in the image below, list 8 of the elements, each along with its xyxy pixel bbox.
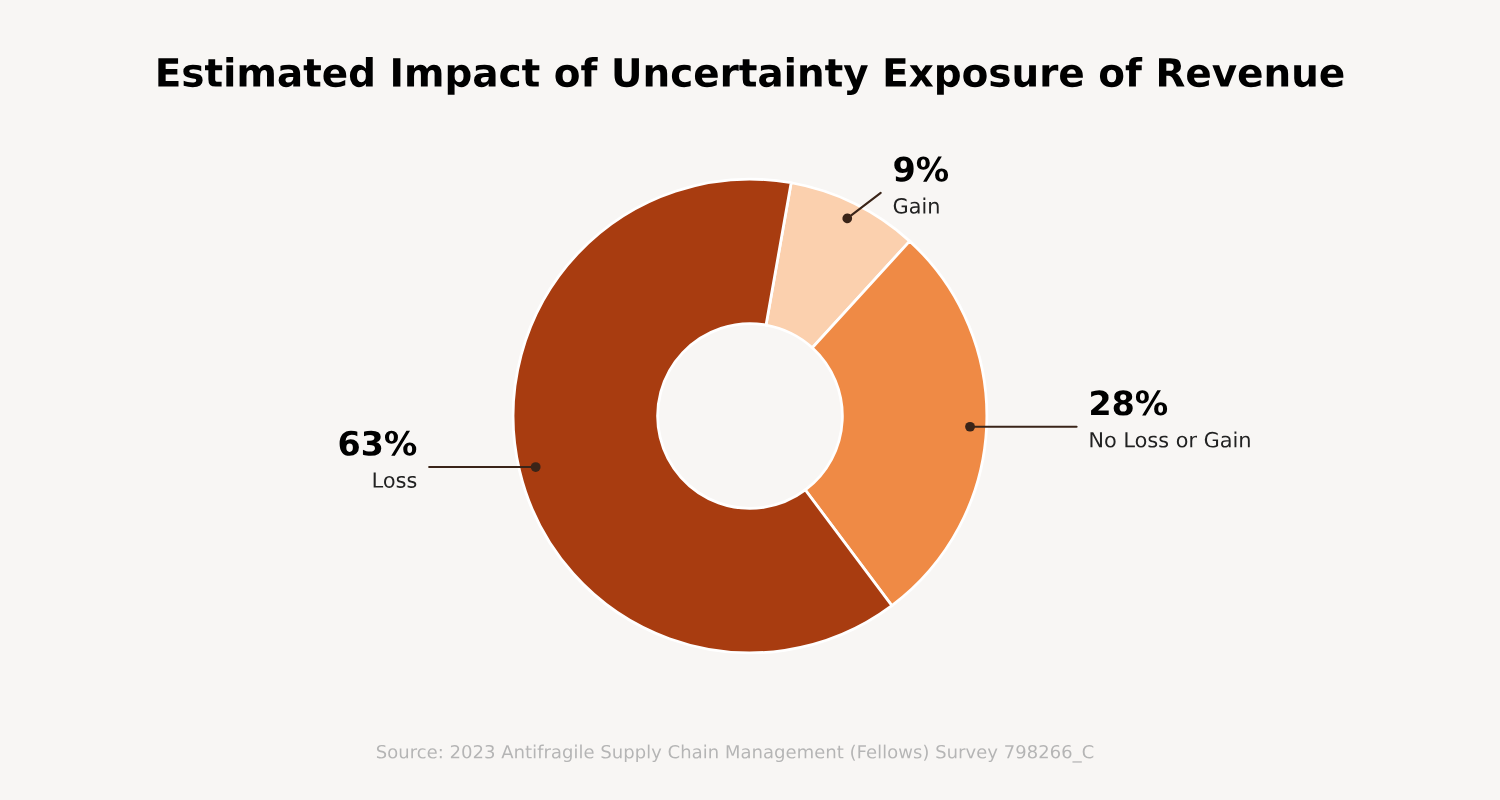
chart-title: Estimated Impact of Uncertainty Exposure of Revenue [158, 57, 1344, 95]
source-note: Source: 2023 Antifragile Supply Chain Management (Fellows) Survey 798266_C [376, 744, 1094, 763]
slice-label: Loss [373, 472, 417, 488]
data-label: 63% [339, 430, 417, 456]
slice-label: Gain [893, 197, 939, 214]
data-label: 9% [894, 156, 949, 182]
data-label: 28% [1091, 390, 1168, 416]
slice-label: No Loss or Gain [1090, 431, 1250, 448]
